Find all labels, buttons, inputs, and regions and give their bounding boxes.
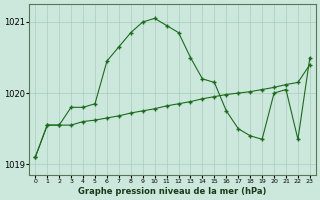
- X-axis label: Graphe pression niveau de la mer (hPa): Graphe pression niveau de la mer (hPa): [78, 187, 267, 196]
